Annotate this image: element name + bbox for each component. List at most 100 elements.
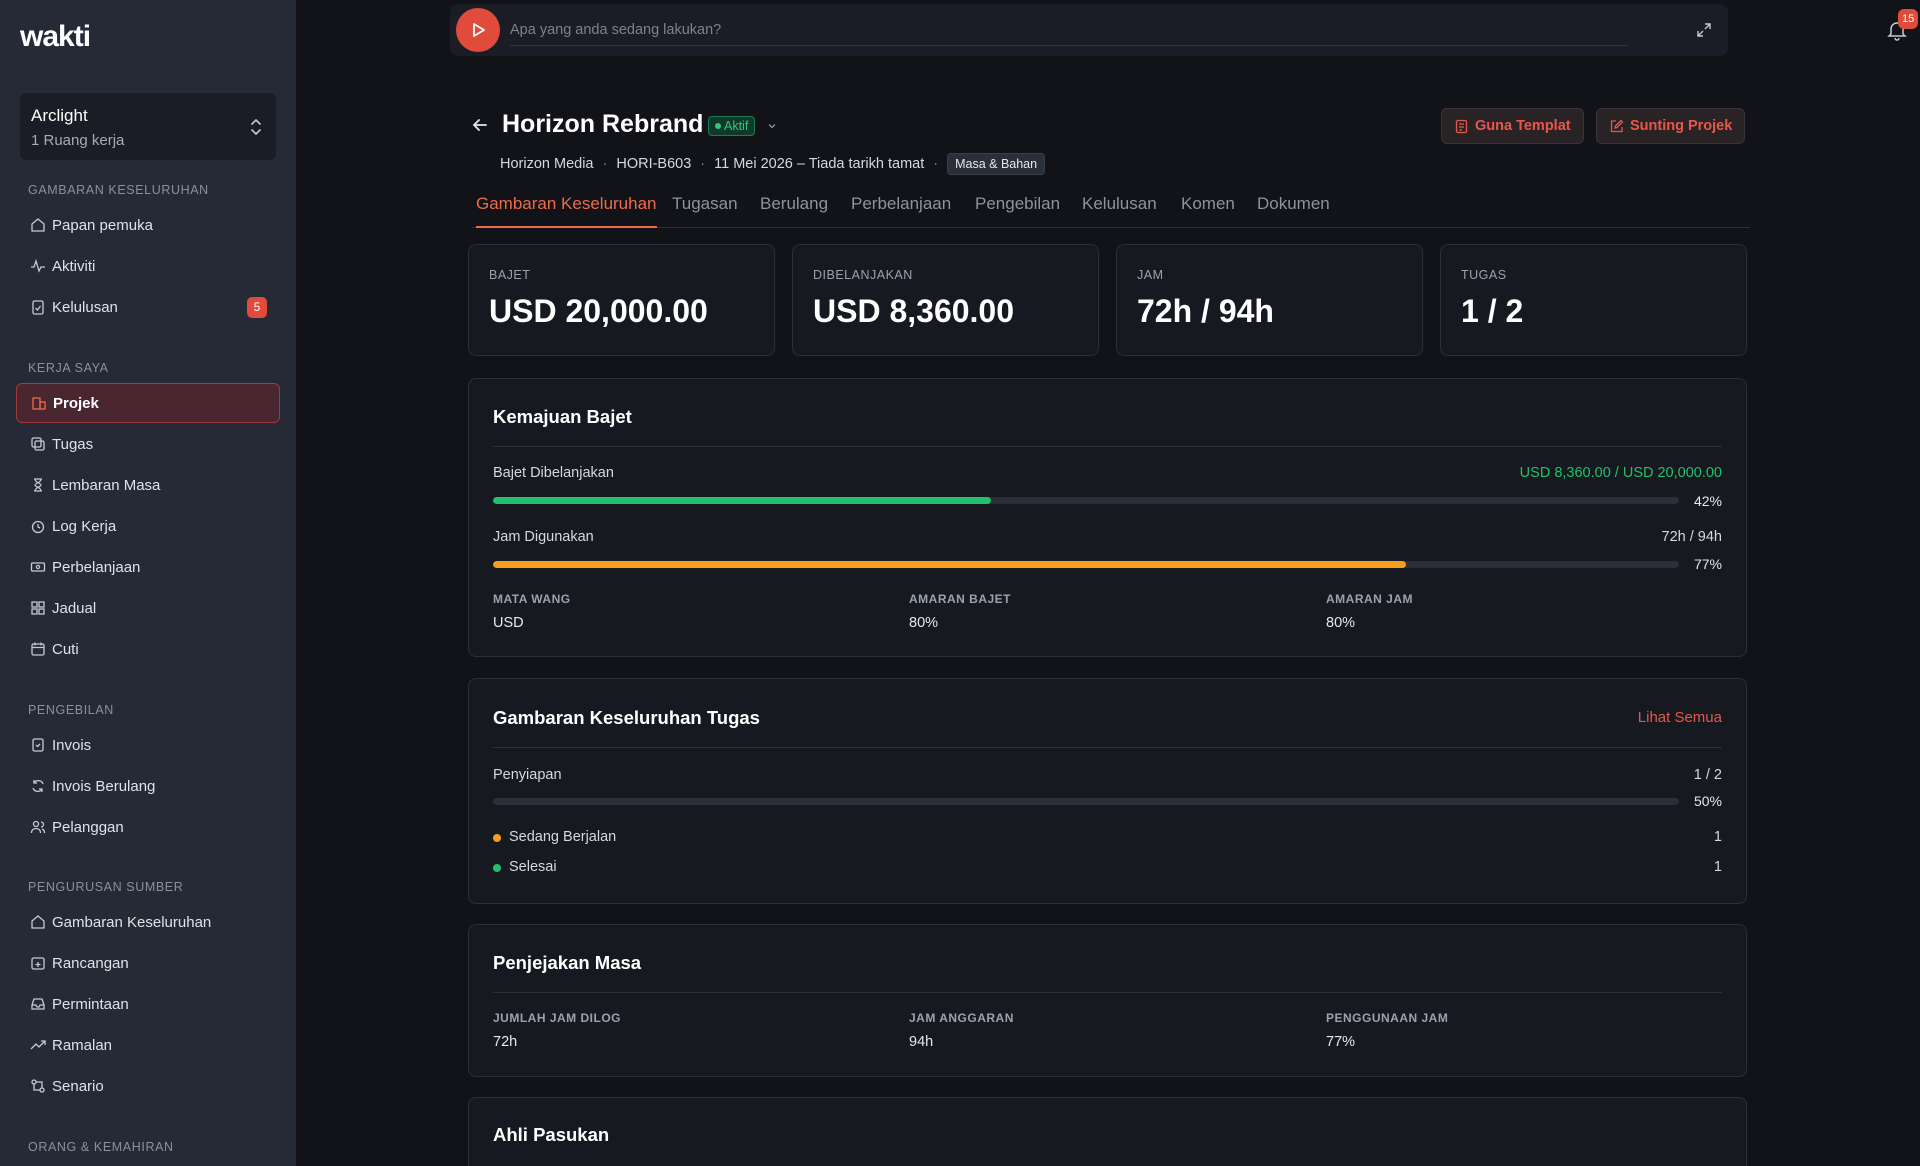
budget-spent-value: USD 8,360.00 / USD 20,000.00 — [1519, 465, 1722, 481]
sidebar-item-recurring-invoices[interactable]: Invois Berulang — [16, 766, 280, 806]
approvals-count-badge: 5 — [247, 297, 267, 318]
sidebar-item-leave[interactable]: Cuti — [16, 629, 280, 669]
currency-value: USD — [493, 615, 524, 631]
expand-icon[interactable] — [1696, 22, 1712, 38]
tab-documents[interactable]: Dokumen — [1257, 194, 1330, 213]
sidebar-item-forecast[interactable]: Ramalan — [16, 1025, 280, 1065]
sidebar-item-scenarios[interactable]: Senario — [16, 1066, 280, 1106]
main-content: 15 Horizon Rebrand Aktif Horizon Media ·… — [296, 0, 1920, 1166]
in-progress-count: 1 — [1713, 829, 1722, 845]
sidebar-item-work-log[interactable]: Log Kerja — [16, 506, 280, 546]
tab-overview[interactable]: Gambaran Keseluruhan — [476, 194, 657, 228]
activity-input[interactable] — [510, 14, 1628, 46]
task-overview-card: Gambaran Keseluruhan Tugas Lihat Semua P… — [468, 678, 1747, 904]
card-title: Gambaran Keseluruhan Tugas — [493, 707, 760, 728]
section-overview: GAMBARAN KESELURUHAN — [28, 183, 209, 197]
home-icon — [31, 218, 45, 232]
refresh-icon — [32, 779, 44, 793]
use-template-button[interactable]: Guna Templat — [1441, 108, 1584, 144]
sidebar-item-label: Gambaran Keseluruhan — [52, 913, 212, 931]
card-title: Kemajuan Bajet — [493, 406, 632, 427]
workspace-switcher[interactable]: Arclight 1 Ruang kerja — [20, 93, 276, 160]
grid-icon — [31, 601, 45, 615]
phase-label: Penyiapan — [493, 767, 562, 783]
notification-count-badge: 15 — [1898, 9, 1919, 29]
sidebar-item-tasks[interactable]: Tugas — [16, 424, 280, 464]
time-tracker-bar — [450, 4, 1728, 56]
back-arrow-icon[interactable] — [470, 115, 490, 135]
sidebar-item-expenses[interactable]: Perbelanjaan — [16, 547, 280, 587]
sidebar-item-requests[interactable]: Permintaan — [16, 984, 280, 1024]
project-tabs: Gambaran Keseluruhan Tugasan Berulang Pe… — [472, 190, 1750, 228]
tab-expenses[interactable]: Perbelanjaan — [851, 194, 952, 213]
kpi-value: USD 20,000.00 — [489, 293, 708, 329]
invoice-icon — [32, 738, 44, 752]
edit-project-button[interactable]: Sunting Projek — [1596, 108, 1746, 144]
project-code: HORI-B603 — [616, 156, 692, 172]
chevron-down-icon[interactable] — [766, 120, 778, 132]
team-members-card: Ahli Pasukan — [468, 1097, 1747, 1166]
hours-alert-label: AMARAN JAM — [1326, 592, 1413, 606]
budget-spent-bar — [493, 497, 1679, 504]
sidebar-item-projects[interactable]: Projek — [16, 383, 280, 423]
start-timer-button[interactable] — [456, 8, 500, 52]
app-logo[interactable]: wakti — [20, 20, 91, 53]
sidebar-item-schedule[interactable]: Jadual — [16, 588, 280, 628]
phase-percent: 50% — [1693, 793, 1722, 809]
sidebar-item-label: Invois — [52, 736, 92, 754]
kpi-label: BAJET — [489, 268, 531, 282]
sidebar: wakti Arclight 1 Ruang kerja GAMBARAN KE… — [0, 0, 296, 1166]
logged-hours-label: JUMLAH JAM DILOG — [493, 1011, 621, 1025]
section-resource-management: PENGURUSAN SUMBER — [28, 880, 184, 894]
phase-progress-fill — [493, 798, 1086, 805]
chevron-up-down-icon — [251, 118, 261, 136]
sidebar-item-timesheets[interactable]: Lembaran Masa — [16, 465, 280, 505]
sidebar-item-label: Pelanggan — [52, 818, 124, 836]
tab-recurring[interactable]: Berulang — [760, 194, 829, 213]
edit-icon — [1610, 119, 1624, 132]
sidebar-item-dashboard[interactable]: Papan pemuka — [16, 205, 280, 245]
kpi-hours-card: JAM 72h / 94h — [1116, 244, 1423, 356]
billing-type-tag: Masa & Bahan — [947, 153, 1046, 175]
status-label: Aktif — [724, 119, 749, 133]
kpi-tasks-card: TUGAS 1 / 2 — [1440, 244, 1747, 356]
project-dates: 11 Mei 2026 – Tiada tarikh tamat — [714, 156, 925, 172]
template-icon — [1455, 119, 1468, 133]
kpi-label: DIBELANJAKAN — [813, 268, 913, 282]
sidebar-item-activity[interactable]: Aktiviti — [16, 246, 280, 286]
sidebar-item-approvals[interactable]: Kelulusan 5 — [16, 287, 280, 327]
sidebar-item-planning[interactable]: Rancangan — [16, 943, 280, 983]
tab-approvals[interactable]: Kelulusan — [1082, 194, 1157, 213]
sidebar-item-label: Jadual — [52, 599, 97, 617]
hourglass-icon — [34, 478, 42, 492]
sidebar-item-invoices[interactable]: Invois — [16, 725, 280, 765]
view-all-link[interactable]: Lihat Semua — [1637, 709, 1722, 726]
page-title: Horizon Rebrand — [502, 110, 704, 138]
workspace-name: Arclight — [31, 106, 88, 125]
tab-comments[interactable]: Komen — [1181, 194, 1235, 213]
logged-hours-value: 72h — [493, 1034, 518, 1050]
tab-assignments[interactable]: Tugasan — [672, 194, 738, 213]
sidebar-item-label: Permintaan — [52, 995, 129, 1013]
done-label: Selesai — [509, 859, 557, 875]
budget-hours-label: JAM ANGGARAN — [909, 1011, 1014, 1025]
hours-usage-label: PENGGUNAAN JAM — [1326, 1011, 1449, 1025]
home-icon — [31, 915, 45, 929]
budget-spent-percent: 42% — [1693, 493, 1722, 509]
section-people-skills: ORANG & KEMAHIRAN — [28, 1140, 174, 1154]
building-icon — [32, 397, 46, 410]
sidebar-item-resource-overview[interactable]: Gambaran Keseluruhan — [16, 902, 280, 942]
banknote-icon — [30, 562, 46, 572]
sidebar-item-label: Tugas — [52, 435, 94, 453]
status-badge[interactable]: Aktif — [708, 116, 756, 136]
hours-alert-value: 80% — [1326, 615, 1356, 631]
project-meta: Horizon Media · HORI-B603 · 11 Mei 2026 … — [500, 153, 1046, 175]
hours-used-bar — [493, 561, 1679, 568]
in-progress-label: Sedang Berjalan — [509, 829, 617, 845]
done-dot — [493, 864, 501, 872]
sidebar-item-customers[interactable]: Pelanggan — [16, 807, 280, 847]
sidebar-item-label: Invois Berulang — [52, 777, 156, 795]
calendar-plus-icon — [31, 957, 45, 970]
tab-billing[interactable]: Pengebilan — [975, 194, 1061, 213]
phase-progress-bar — [493, 798, 1679, 805]
